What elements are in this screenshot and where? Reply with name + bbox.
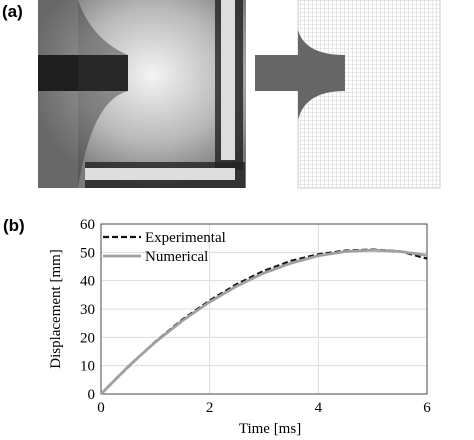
x-tick-label: 2 bbox=[206, 400, 214, 416]
y-tick-label: 10 bbox=[80, 359, 95, 375]
y-axis-label: Displacement [mm] bbox=[48, 249, 64, 369]
panel-label: (b) bbox=[3, 216, 25, 235]
y-tick-label: 60 bbox=[80, 217, 95, 233]
x-tick-label: 0 bbox=[97, 400, 105, 416]
photo bbox=[38, 0, 246, 188]
x-tick-label: 6 bbox=[423, 400, 431, 416]
y-tick-label: 30 bbox=[80, 302, 95, 318]
legend-label: Numerical bbox=[145, 249, 208, 265]
data-line bbox=[100, 248, 428, 395]
y-tick-label: 20 bbox=[80, 330, 95, 346]
x-axis-label: Time [ms] bbox=[239, 421, 301, 437]
mesh-image bbox=[255, 0, 441, 189]
data-line bbox=[100, 248, 428, 395]
y-tick-label: 40 bbox=[80, 274, 95, 290]
x-tick-label: 4 bbox=[315, 400, 323, 416]
y-tick-label: 50 bbox=[80, 245, 95, 261]
panel-label: (a) bbox=[2, 2, 23, 21]
legend-label: Experimental bbox=[145, 230, 226, 246]
y-tick-label: 0 bbox=[88, 387, 96, 403]
plot-frame bbox=[100, 223, 428, 395]
